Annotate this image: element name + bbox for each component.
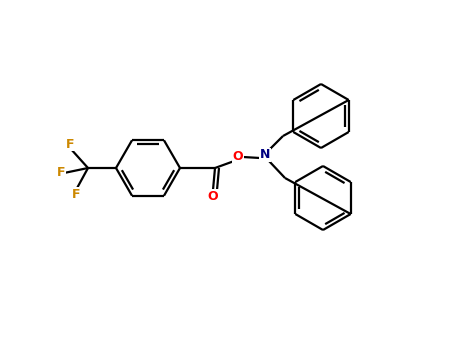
Text: F: F	[72, 188, 80, 201]
Text: O: O	[207, 189, 218, 203]
Text: N: N	[260, 148, 270, 161]
Text: O: O	[233, 149, 243, 162]
Text: F: F	[57, 167, 65, 180]
Text: F: F	[66, 138, 74, 150]
